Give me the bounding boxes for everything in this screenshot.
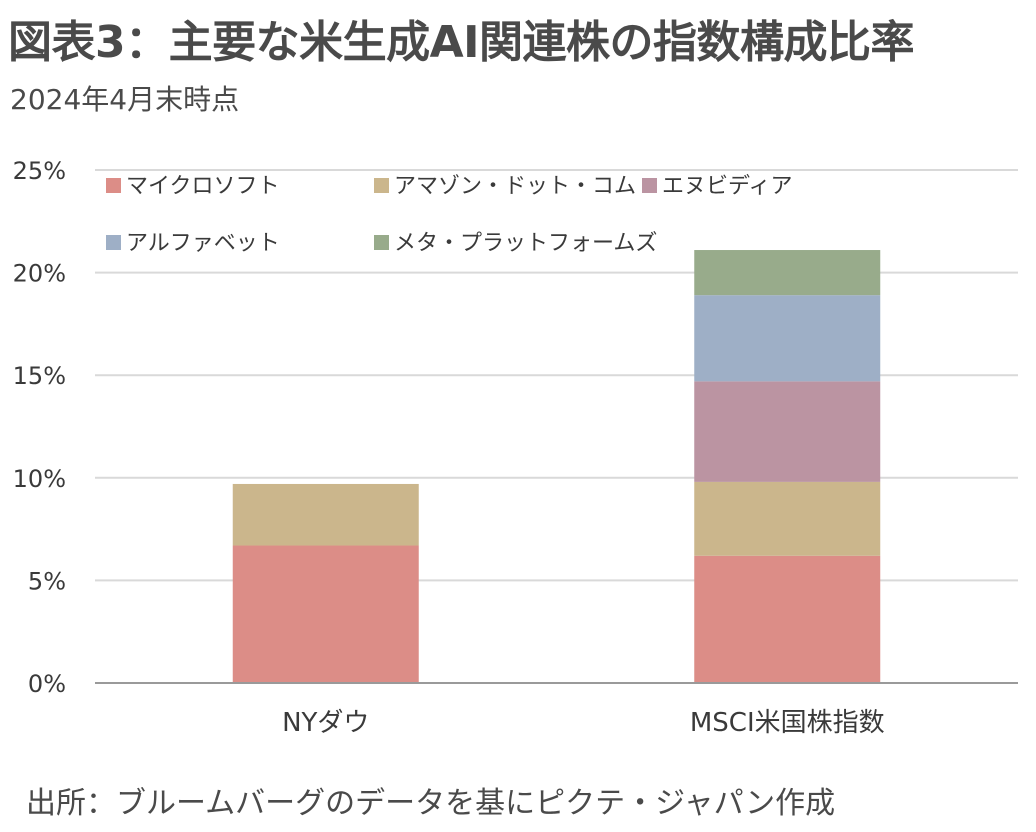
x-category-label: NYダウ [282, 708, 369, 738]
legend-label: アマゾン・ドット・コム [394, 174, 636, 199]
bar-segment [694, 481, 881, 556]
legend-label: メタ・プラットフォームズ [394, 231, 657, 256]
bar-segment [232, 483, 419, 546]
legend-label: マイクロソフト [126, 174, 280, 199]
bar-segment [232, 545, 419, 683]
bar-segment [694, 250, 881, 296]
stacked-bar-chart: 0% 5% 10% 15% 20% 25% NYダウ MSCI米国株指数 マイクロソフト アマ… [13, 157, 1018, 738]
y-tick-label: 0% [28, 670, 66, 698]
chart-subtitle: 2024年4月末時点 [10, 83, 240, 116]
y-axis-ticks: 0% 5% 10% 15% 20% 25% [13, 157, 66, 698]
y-tick-label: 5% [28, 567, 66, 595]
legend-swatch [374, 235, 389, 250]
bars [232, 250, 881, 683]
legend-label: アルファベット [126, 231, 280, 256]
legend-swatch [106, 178, 121, 193]
y-tick-label: 25% [13, 157, 66, 185]
x-category-label: MSCI米国株指数 [690, 708, 885, 738]
y-tick-label: 20% [13, 260, 66, 288]
bar-segment [694, 295, 881, 382]
y-tick-label: 15% [13, 362, 66, 390]
legend-swatch [106, 235, 121, 250]
bar-segment [694, 381, 881, 482]
y-tick-label: 10% [13, 465, 66, 493]
source-note: 出所：ブルームバーグのデータを基にピクテ・ジャパン作成 [26, 786, 836, 821]
legend-label: エヌビディア [662, 174, 792, 199]
legend-swatch [374, 178, 389, 193]
chart-title: 図表3：主要な米生成AI関連株の指数構成比率 [8, 17, 915, 68]
bar-segment [694, 555, 881, 683]
x-axis: NYダウ MSCI米国株指数 [95, 682, 1018, 738]
legend-swatch [642, 178, 657, 193]
